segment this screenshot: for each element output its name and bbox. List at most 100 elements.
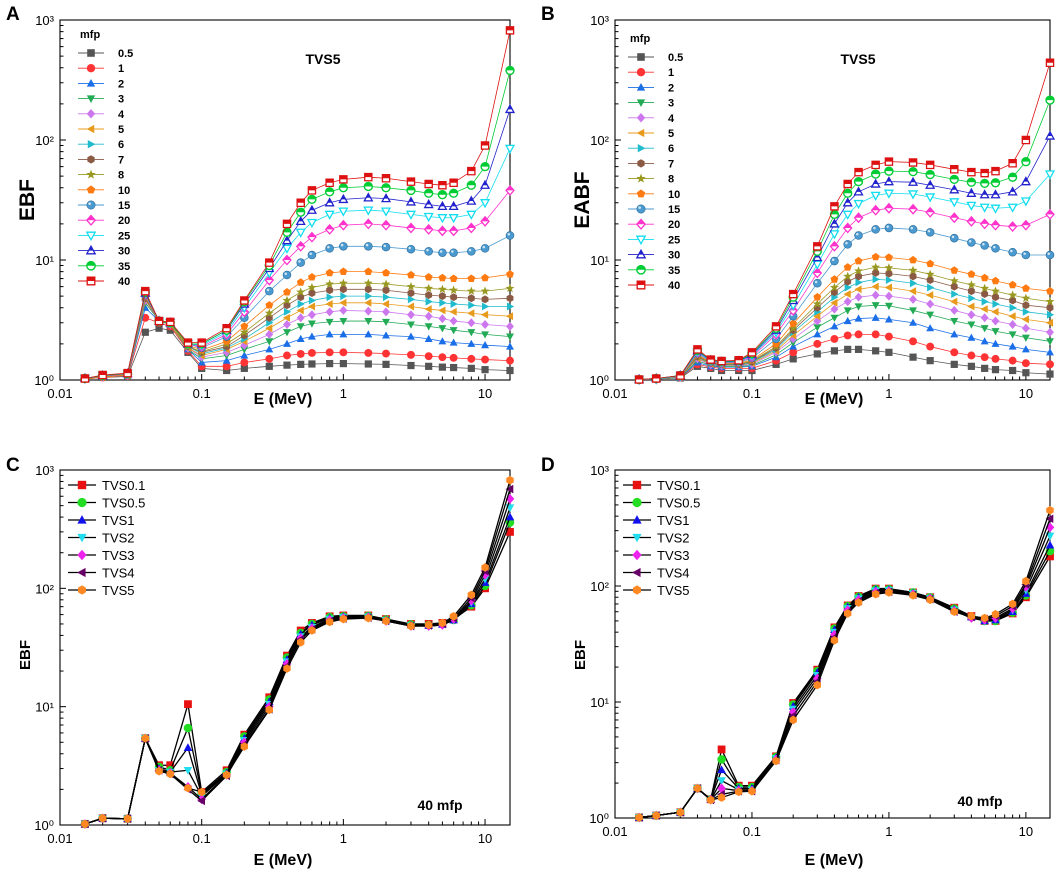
data-point (980, 273, 989, 282)
legend-entry: 6 (78, 139, 124, 151)
legend-entry: 15 (78, 200, 130, 212)
data-point (438, 618, 447, 628)
data-point (505, 184, 515, 196)
legend-entry: TVS3 (68, 548, 135, 563)
data-point (1046, 505, 1054, 515)
data-point (296, 258, 305, 267)
data-point (950, 266, 959, 274)
data-point (813, 242, 822, 251)
data-point (813, 350, 821, 358)
data-point (481, 366, 489, 374)
data-point (844, 277, 852, 286)
data-point (830, 314, 839, 322)
legend-label: TVS0.1 (657, 478, 700, 493)
data-point (424, 272, 433, 281)
data-point (843, 331, 852, 340)
legend-label: TVS5 (657, 583, 690, 598)
x-axis: 0.01 0.1 1 10 (47, 374, 492, 401)
data-point (407, 621, 415, 631)
y-tick-label: 10¹ (35, 253, 54, 268)
data-point (339, 330, 348, 338)
data-point (449, 612, 458, 621)
x-tick-label: 0.01 (47, 831, 72, 846)
data-point (908, 287, 917, 296)
panel-label: A (6, 4, 20, 25)
data-point (1021, 156, 1031, 167)
legend-marker (632, 549, 642, 561)
data-point (466, 180, 476, 190)
data-point (506, 342, 514, 350)
data-point (438, 363, 446, 371)
data-point (407, 321, 415, 329)
legend-entry: 6 (628, 143, 674, 155)
data-point (382, 307, 390, 317)
data-point (1045, 208, 1055, 220)
data-point (967, 167, 976, 177)
legend-label: 3 (668, 98, 674, 110)
data-point (424, 283, 434, 293)
x-tick-label: 1 (885, 386, 892, 401)
data-point (295, 240, 306, 252)
data-point (184, 700, 192, 709)
data-point (283, 339, 291, 347)
data-point (717, 356, 726, 366)
data-point (438, 337, 447, 345)
data-point (908, 203, 918, 215)
data-point (381, 174, 391, 183)
data-point (950, 297, 958, 306)
data-point (967, 351, 976, 360)
data-point (830, 275, 839, 283)
legend-label: 15 (118, 200, 130, 212)
data-point (870, 178, 881, 188)
legend-label: 40 (668, 280, 680, 292)
data-point (925, 179, 936, 189)
data-point (406, 222, 416, 234)
legend-entry: TVS0.5 (623, 496, 700, 511)
data-point (382, 286, 390, 295)
data-point (789, 319, 798, 327)
data-point (1007, 172, 1018, 182)
data-point (467, 274, 476, 282)
data-point (307, 186, 317, 195)
data-point (813, 293, 822, 301)
data-point (505, 26, 515, 35)
data-point (479, 179, 491, 189)
data-point (871, 262, 881, 272)
data-point (949, 276, 959, 285)
legend-label: 35 (668, 265, 680, 277)
data-point (297, 293, 305, 302)
y-tick-label: 10² (590, 133, 609, 148)
data-point (909, 337, 917, 346)
series-line (639, 535, 1051, 819)
x-tick-label: 0.1 (193, 386, 211, 401)
data-point (326, 359, 334, 368)
legend-label: TVS1 (657, 513, 690, 528)
legend-marker (77, 480, 87, 490)
data-point (717, 793, 726, 802)
data-point (966, 201, 977, 211)
series-30 (634, 130, 1056, 384)
data-point (506, 270, 514, 278)
data-point (843, 297, 852, 307)
data-point (424, 311, 433, 321)
data-point (183, 723, 193, 733)
data-point (829, 209, 840, 220)
data-point (197, 796, 205, 806)
data-point (438, 325, 447, 333)
legend-label: TVS1 (102, 513, 135, 528)
data-point (307, 302, 315, 311)
legend-label: 4 (668, 113, 675, 125)
data-point (967, 611, 976, 621)
legend-entry: TVS5 (623, 583, 690, 598)
legend-marker (636, 113, 646, 123)
legend-label: 30 (118, 246, 130, 258)
series-1 (80, 313, 514, 383)
data-point (222, 770, 231, 780)
data-point (734, 787, 743, 797)
data-point (1021, 293, 1031, 303)
data-point (506, 366, 514, 375)
data-point (813, 278, 822, 288)
data-point (307, 250, 317, 260)
data-point (306, 218, 317, 229)
legend-marker (632, 480, 642, 490)
